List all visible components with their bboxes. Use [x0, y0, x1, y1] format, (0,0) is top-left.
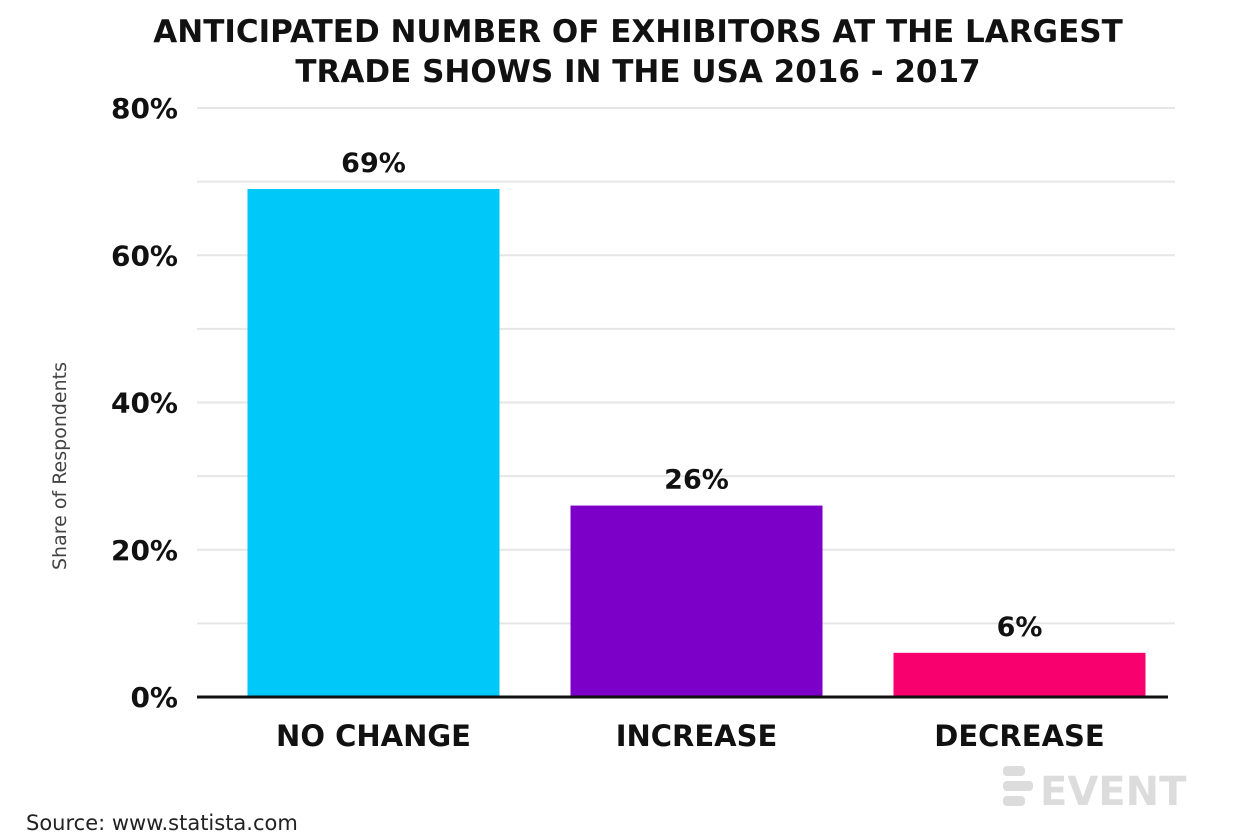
bars [247, 188, 1146, 698]
bar-increase [570, 505, 823, 697]
source-note: Source: www.statista.com [26, 811, 298, 835]
bar-no-change [247, 188, 500, 698]
value-labels: 69% 26% 6% [341, 148, 1042, 643]
category-label: INCREASE [616, 719, 778, 753]
logo-wordmark: EVENT [1040, 769, 1187, 815]
value-label: 6% [997, 612, 1043, 643]
y-axis-label: Share of Respondents [49, 362, 71, 570]
category-label: NO CHANGE [276, 719, 471, 753]
chart-title-line-1: ANTICIPATED NUMBER OF EXHIBITORS AT THE … [153, 14, 1122, 50]
y-tick-labels: 0% 20% 40% 60% 80% [111, 92, 178, 714]
y-tick-label: 60% [111, 239, 178, 272]
y-tick-label: 40% [111, 387, 178, 420]
value-label: 69% [341, 148, 406, 179]
chart-title-line-2: TRADE SHOWS IN THE USA 2016 - 2017 [295, 54, 980, 90]
y-tick-label: 80% [111, 92, 178, 125]
value-label: 26% [664, 465, 729, 496]
category-labels: NO CHANGE INCREASE DECREASE [276, 719, 1105, 753]
bar-decrease [893, 652, 1146, 697]
event-manager-blog-logo-icon: EVENT [1003, 766, 1187, 815]
y-tick-label: 0% [130, 681, 178, 714]
y-tick-label: 20% [111, 534, 178, 567]
category-label: DECREASE [934, 719, 1104, 753]
